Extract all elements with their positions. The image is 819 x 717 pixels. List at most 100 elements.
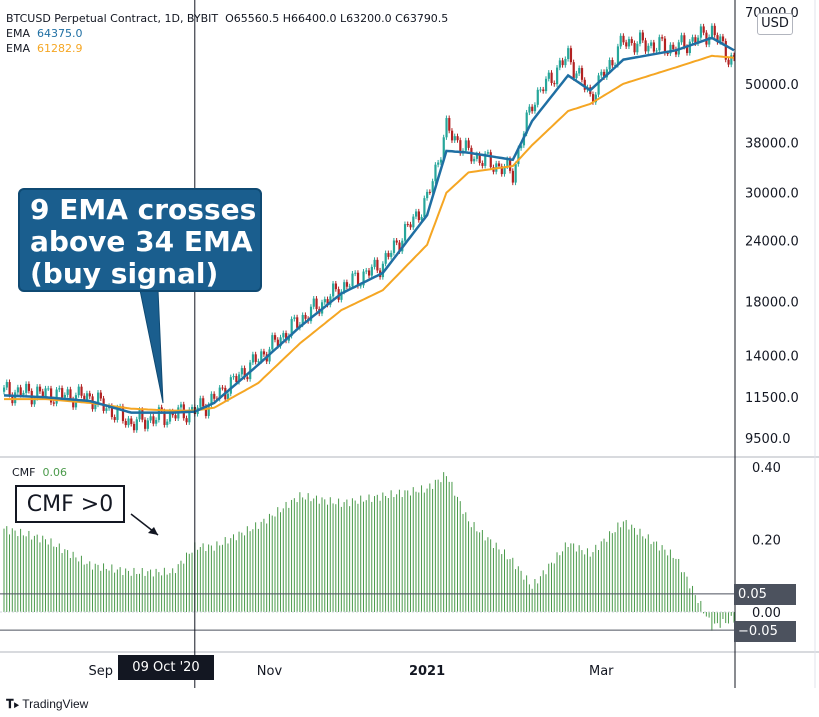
candle-body [497,163,501,167]
candle-body [575,73,578,79]
candle-body [558,60,561,68]
candle-body [191,406,194,410]
candle-body [168,411,172,422]
candle-body [44,388,47,397]
candle-body [99,392,102,399]
ema-annotation-line-3: (buy signal) [30,257,219,290]
candle-body [218,387,221,399]
candle-body [257,361,260,363]
candle-body [630,39,633,44]
candle-body [594,94,597,103]
candle-body [326,299,329,305]
candle-body [486,152,490,154]
ema-annotation-line-2: above 34 EMA [30,225,253,258]
candle-body [619,35,622,47]
candle-body [536,89,539,105]
candle-body [663,38,667,54]
candle-body [340,291,343,300]
candle-body [127,418,130,426]
candle-body [434,164,437,182]
candle-body [52,402,55,404]
cmf-legend-value: 0.06 [42,466,68,479]
candle-body [55,389,58,404]
ema-fast-value: 64375.0 [36,27,83,40]
axes [0,0,819,688]
candle-body [33,398,36,405]
candle-body [229,377,232,394]
candle-body [204,406,208,416]
candle-body [553,83,556,85]
ema-slow-value: 61282.9 [36,42,83,55]
candle-body [88,393,91,397]
candle-body [719,36,722,43]
ema-lines [3,36,735,414]
candle-body [356,272,360,287]
candle-body [262,351,266,355]
candle-body [672,44,675,50]
candle-body [683,35,686,47]
candle-body [730,55,733,65]
currency-unit-button[interactable]: USD [757,13,793,35]
cmf-upper-level-badge: 0.05 [734,584,796,605]
candle-body [282,333,285,338]
cmf-lower-level-badge: −0.05 [734,621,796,642]
candle-body [83,395,86,401]
candle-body [500,166,503,175]
candle-body [271,335,274,350]
candle-body [97,392,100,405]
candle-body [680,35,683,43]
candle-body [144,419,147,429]
candle-body [398,242,401,252]
candle-body [315,298,318,309]
candle-body [514,164,517,183]
candle-body [141,409,144,420]
candle-body [412,216,415,228]
cmf-tick-label-2: 0.00 [752,606,781,621]
candle-body [276,339,279,347]
candle-body [199,398,202,408]
candle-body [456,136,459,141]
candle-body [531,106,534,112]
candle-body [69,389,72,400]
candle-body [544,78,548,92]
ema-cross-annotation: 9 EMA crosses above 34 EMA (buy signal) [18,188,262,292]
candle-body [25,383,28,393]
candle-body [569,48,573,63]
candle-body [368,270,371,276]
candle-body [556,67,559,85]
candle-body [622,35,625,43]
candle-body [417,211,420,221]
candle-body [235,376,238,382]
candle-body [694,37,697,44]
candle-body [285,333,288,341]
candle-body [343,282,346,292]
candle-body [238,374,241,382]
candle-body [674,49,678,55]
x-tick-label-0: Sep [89,664,114,679]
candle-body [354,272,357,274]
candle-body [362,271,365,286]
candle-body [179,404,183,408]
candle-body [296,317,299,328]
candle-body [345,282,349,287]
candle-body [41,391,44,397]
candle-body [710,25,714,38]
candle-body [27,383,31,391]
price-tick-label-7: 11500.0 [745,391,799,406]
price-tick-label-1: 50000.0 [745,78,799,93]
candle-body [138,409,141,420]
candle-body [301,314,304,325]
candle-body [437,162,440,165]
candle-body [533,104,537,112]
candle-body [611,60,614,66]
candle-body [406,224,409,226]
candle-body [467,140,470,148]
candle-body [561,60,564,66]
candle-body [597,75,600,95]
candle-body [453,136,456,141]
candle-body [608,60,611,70]
candle-body [132,423,136,431]
candle-body [650,42,653,46]
candle-body [520,145,523,149]
